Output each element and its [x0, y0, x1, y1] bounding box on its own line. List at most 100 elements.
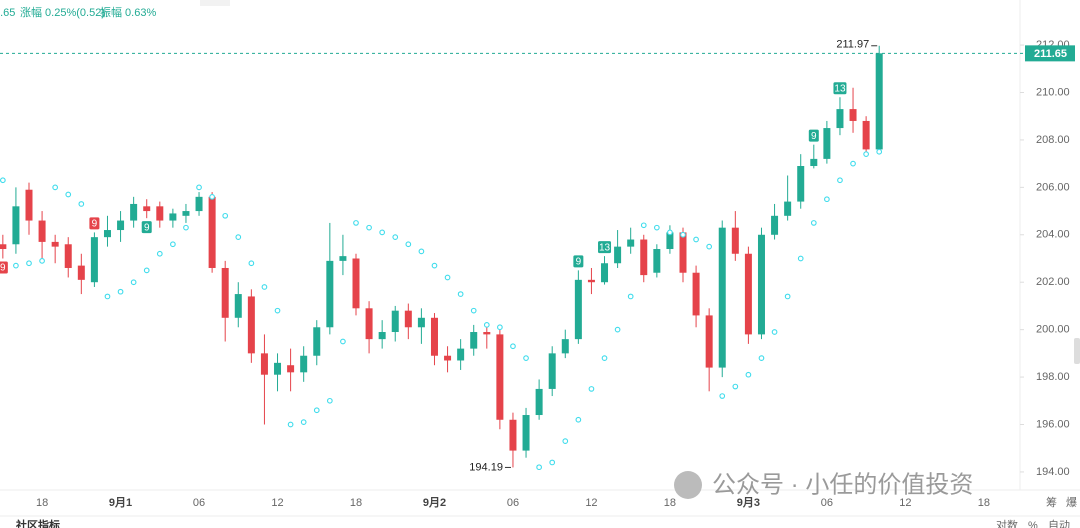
sar-dot: [326, 397, 333, 404]
candle-body: [274, 362, 282, 375]
candle-body: [483, 332, 491, 335]
candle-body: [103, 230, 111, 238]
candle-body: [417, 317, 425, 328]
sar-dot: [719, 393, 726, 399]
sar-dot: [261, 284, 268, 290]
candle-body: [548, 353, 556, 389]
candle-body: [90, 237, 98, 283]
side-label: 爆: [1066, 495, 1077, 509]
y-tick-label: 194.00: [1036, 466, 1070, 478]
footer-percent[interactable]: %: [1028, 520, 1038, 528]
sar-dot: [287, 421, 294, 428]
low-label: 194.19: [469, 461, 503, 473]
candle-body: [300, 355, 308, 373]
candle-body: [561, 339, 569, 354]
y-tick-label: 200.00: [1036, 324, 1070, 336]
sar-dot: [810, 220, 817, 226]
sar-dot: [863, 151, 869, 158]
sar-dot: [667, 229, 673, 236]
sar-dot: [627, 293, 634, 300]
candle-body: [666, 232, 674, 250]
sar-dot: [457, 291, 464, 297]
candle-body: [810, 158, 818, 167]
sar-dot: [601, 355, 608, 361]
footer-auto[interactable]: 自动: [1048, 519, 1070, 528]
header-change: 涨幅 0.25%(0.52): [20, 6, 105, 19]
candle-body: [535, 388, 543, 416]
sar-dot: [392, 234, 399, 241]
toolbar-stub: [200, 0, 230, 6]
sar-dot: [274, 307, 281, 314]
td-marker: [141, 221, 152, 234]
candle-body: [0, 244, 7, 250]
y-tick-label: 202.00: [1036, 276, 1070, 288]
sar-dot: [209, 193, 215, 200]
td-marker: [573, 255, 584, 268]
y-tick-label: 210.00: [1036, 86, 1070, 98]
sar-dot: [222, 212, 229, 219]
sar-dot: [483, 322, 490, 328]
sar-dot: [170, 241, 176, 248]
sar-dot: [824, 196, 830, 203]
sar-dot: [379, 229, 386, 236]
sar-dot: [510, 343, 516, 350]
candle-body: [587, 279, 595, 283]
candle-body: [679, 232, 687, 273]
x-tick-label: 9月2: [423, 496, 446, 509]
candle-body: [430, 317, 438, 356]
td-marker-label: 9: [576, 256, 582, 267]
sar-dot: [693, 236, 699, 243]
sar-dot: [39, 258, 45, 264]
candle-body: [182, 211, 190, 216]
candle-body: [25, 189, 33, 221]
candle-body: [771, 215, 779, 235]
td-marker-label: 9: [92, 219, 98, 230]
sar-dot: [353, 220, 359, 226]
candle-body: [130, 203, 138, 221]
header-price: 1.65: [0, 7, 15, 19]
sar-dot: [680, 231, 686, 238]
candle-body: [496, 334, 504, 420]
candle-body: [195, 196, 203, 212]
y-tick-label: 208.00: [1036, 134, 1070, 146]
footer-log[interactable]: 对数: [996, 518, 1018, 528]
candle-body: [784, 201, 792, 216]
x-tick-label: 06: [507, 497, 519, 509]
candle-body: [509, 419, 517, 451]
candle-body: [77, 265, 85, 280]
x-tick-label: 18: [36, 497, 48, 509]
candle-body: [718, 227, 726, 368]
candle-body: [247, 296, 255, 354]
td-marker-label: 13: [834, 83, 846, 94]
candle-body: [744, 253, 752, 335]
sar-dot: [65, 191, 72, 198]
candle-body: [731, 227, 739, 254]
sar-dot: [797, 255, 804, 262]
candle-body: [574, 279, 582, 340]
sar-dot: [850, 160, 856, 167]
side-label: 筹: [1046, 495, 1057, 509]
sar-dot: [575, 416, 582, 423]
sar-dot: [0, 177, 6, 184]
sar-dot: [78, 201, 85, 207]
footer-indicators[interactable]: 社区指标: [15, 518, 60, 528]
candle-body: [522, 415, 530, 451]
candle-body: [287, 365, 295, 373]
sar-dot: [470, 307, 477, 314]
sar-dot: [13, 262, 19, 269]
sar-dot: [614, 326, 621, 333]
y-tick-label: 196.00: [1036, 418, 1070, 430]
candle-body: [38, 220, 46, 242]
x-tick-label: 18: [978, 497, 990, 509]
td-marker: [833, 82, 847, 95]
current-price-tag: [1025, 45, 1075, 62]
scroll-handle[interactable]: [1074, 338, 1080, 364]
sar-dot: [235, 234, 242, 241]
sar-dot: [758, 355, 765, 361]
x-tick-label: 9月1: [109, 496, 132, 509]
td-marker: [598, 241, 612, 254]
sar-dot: [130, 279, 137, 286]
sar-dot: [536, 464, 542, 471]
sar-dot: [196, 184, 202, 191]
